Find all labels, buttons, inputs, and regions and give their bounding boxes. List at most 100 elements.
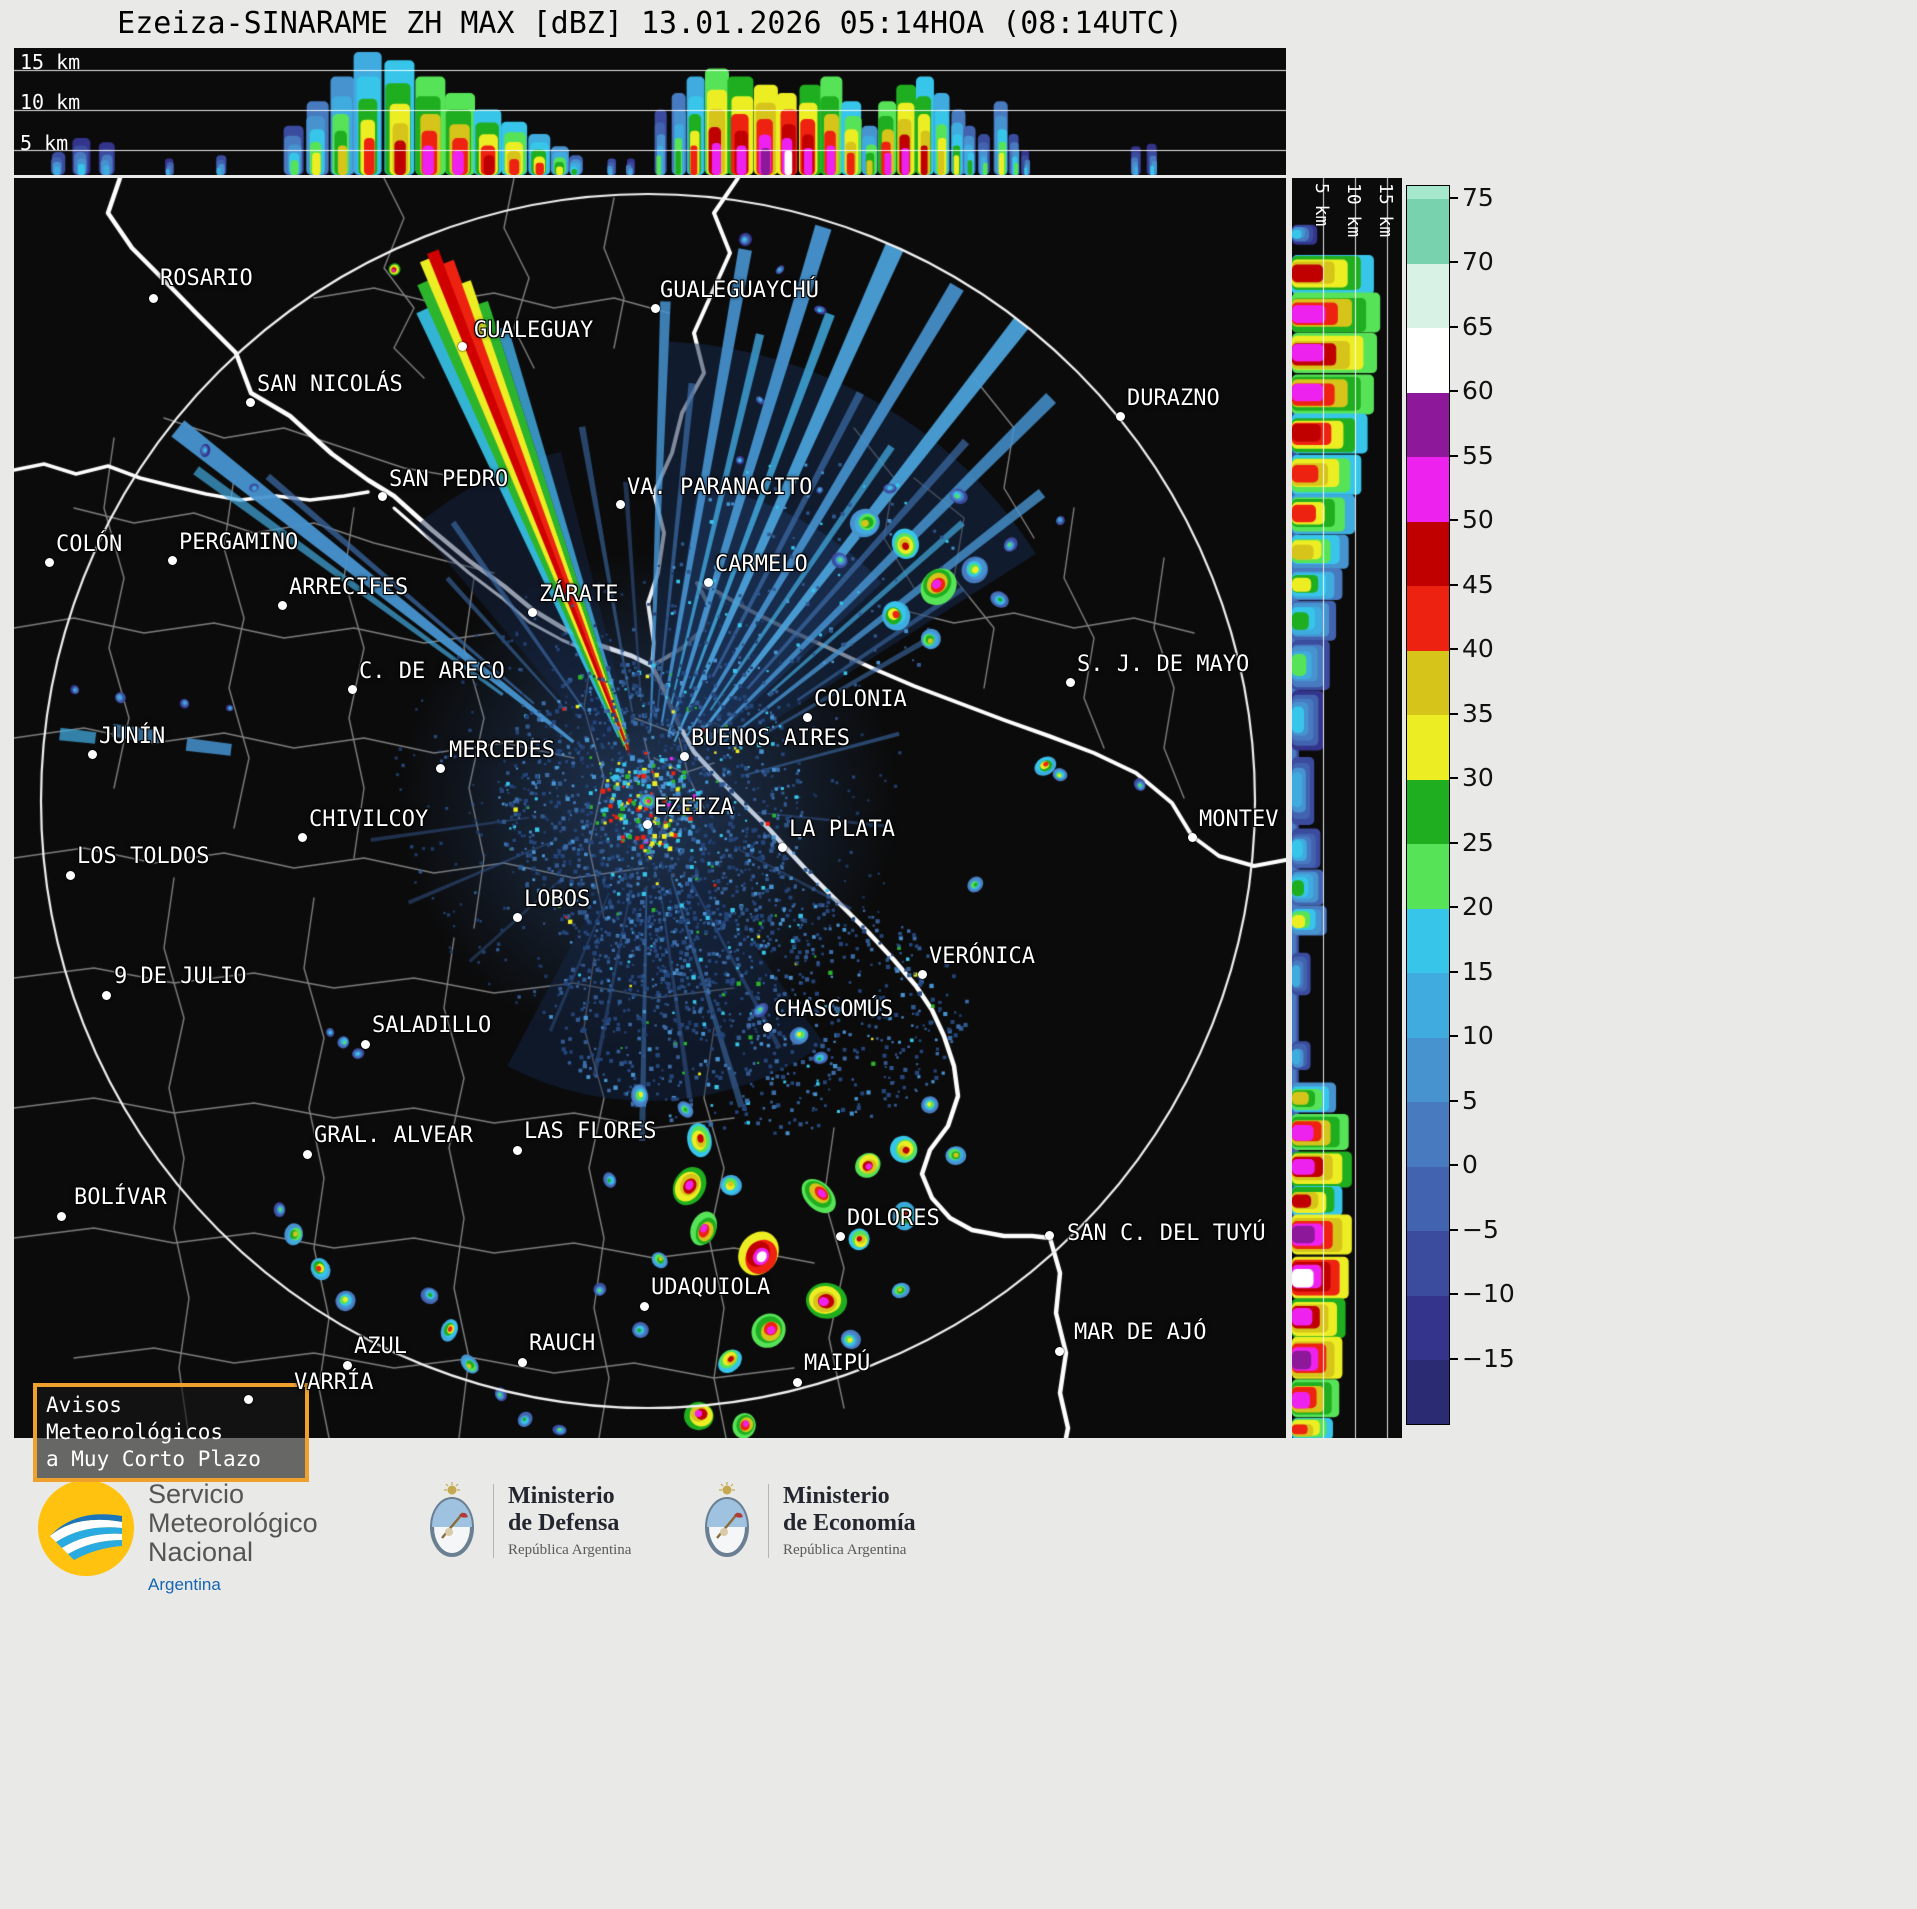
city-dot-carmelo [703, 577, 713, 587]
right-cross-section-panel [1292, 178, 1402, 1438]
city-dot-la-plata [777, 842, 787, 852]
colorbar-segment [1407, 198, 1449, 264]
city-label-col-n: COLÓN [56, 532, 123, 557]
city-dot-azul [342, 1360, 352, 1370]
city-dot-montev [1187, 832, 1197, 842]
city-dot-buenos-aires [679, 751, 689, 761]
city-dot-pergamino [167, 555, 177, 565]
city-label-maip-: MAIPÚ [804, 1351, 871, 1376]
city-label-9-de-julio: 9 DE JULIO [114, 964, 247, 989]
colorbar-segment [1407, 521, 1449, 587]
colorbar-segment [1407, 779, 1449, 845]
altitude-label-10km: 10 km [20, 90, 81, 114]
city-dot-9-de-julio [101, 990, 111, 1000]
colorbar-segment [1407, 1037, 1449, 1103]
city-label-mercedes: MERCEDES [449, 738, 555, 763]
city-label-udaquiola: UDAQUIOLA [651, 1275, 771, 1300]
colorbar-segment [1407, 1101, 1449, 1167]
colorbar-tick-label: 60 [1462, 376, 1494, 406]
colorbar-tick [1450, 777, 1458, 780]
colorbar-segment [1407, 650, 1449, 716]
city-label-bol-var: BOLÍVAR [74, 1185, 167, 1210]
colorbar-tick [1450, 648, 1458, 651]
right-profile-alt-label: 15 km [1375, 183, 1396, 238]
colorbar-tick [1450, 1035, 1458, 1038]
colorbar-tick [1450, 1228, 1458, 1231]
colorbar-tick [1450, 261, 1458, 264]
city-label-z-rate: ZÁRATE [539, 582, 619, 607]
colorbar-segment [1407, 714, 1449, 780]
city-dot-mar-de-aj- [1054, 1346, 1064, 1356]
city-label-durazno: DURAZNO [1127, 386, 1220, 411]
city-label-rauch: RAUCH [529, 1331, 596, 1356]
colorbar-tick [1450, 1099, 1458, 1102]
coat-of-arms-icon [430, 1482, 474, 1557]
city-label-montev: MONTEV [1199, 807, 1279, 832]
city-dot-jun-n [87, 749, 97, 759]
city-dot-san-pedro [377, 491, 387, 501]
colorbar-tick-label: 55 [1462, 440, 1494, 470]
city-label-saladillo: SALADILLO [372, 1013, 492, 1038]
colorbar-tick [1450, 906, 1458, 909]
economia-sub: República Argentina [783, 1542, 907, 1558]
city-label-s-j-de-mayo: S. J. DE MAYO [1077, 652, 1250, 677]
colorbar-segment [1407, 843, 1449, 909]
top-cross-section-canvas [14, 48, 1286, 175]
colorbar-segment [1407, 1295, 1449, 1361]
city-label-san-c-del-tuy-: SAN C. DEL TUYÚ [1067, 1221, 1266, 1246]
figure-title: Ezeiza-SINARAME ZH MAX [dBZ] 13.01.2026 … [117, 6, 1183, 41]
colorbar-segment [1407, 1166, 1449, 1232]
divider [768, 1484, 769, 1558]
colorbar-tick [1450, 454, 1458, 457]
city-dot-dolores [835, 1231, 845, 1241]
colorbar-tick-label: 25 [1462, 827, 1494, 857]
colorbar-tick [1450, 970, 1458, 973]
colorbar-tick [1450, 1357, 1458, 1360]
colorbar-tick [1450, 390, 1458, 393]
city-dot-varr-a [243, 1394, 253, 1404]
right-profile-alt-label: 10 km [1343, 183, 1364, 238]
colorbar-tick-label: 35 [1462, 698, 1494, 728]
city-dot-gral-alvear [302, 1149, 312, 1159]
colorbar [1406, 185, 1450, 1425]
city-label-rosario: ROSARIO [160, 266, 253, 291]
smn-line-2: Meteorológico [148, 1508, 318, 1538]
coat-of-arms-icon [705, 1482, 749, 1557]
footer: Servicio Meteorológico Nacional Argentin… [0, 1460, 1917, 1620]
city-label-mar-de-aj-: MAR DE AJÓ [1074, 1320, 1207, 1345]
smn-line-1: Servicio [148, 1479, 245, 1509]
city-dot-gualeguaych- [650, 303, 660, 313]
smn-logo [38, 1480, 134, 1576]
smn-line-3: Nacional [148, 1537, 254, 1567]
economia-title-2: de Economía [783, 1510, 916, 1536]
colorbar-segment [1407, 908, 1449, 974]
city-label-c-de-areco: C. DE ARECO [359, 659, 505, 684]
radar-map-canvas [14, 178, 1286, 1438]
smn-country: Argentina [148, 1575, 221, 1594]
colorbar-tick-label: 75 [1462, 182, 1494, 212]
city-dot-c-de-areco [347, 684, 357, 694]
city-dot-rauch [517, 1357, 527, 1367]
city-label-gualeguay: GUALEGUAY [474, 318, 594, 343]
colorbar-tick [1450, 325, 1458, 328]
right-cross-section-canvas [1292, 178, 1402, 1438]
colorbar-segment [1407, 1359, 1449, 1424]
city-label-chivilcoy: CHIVILCOY [309, 807, 429, 832]
colorbar-tick-label: 5 [1462, 1085, 1478, 1115]
city-dot-saladillo [360, 1039, 370, 1049]
ministry-defensa-block: Ministerio de Defensa República Argentin… [425, 1482, 631, 1560]
radar-map-panel: Avisos Meteorológicos a Muy Corto Plazo … [14, 178, 1286, 1482]
colorbar-tick [1450, 196, 1458, 199]
city-dot-ezeiza [642, 819, 652, 829]
city-label-pergamino: PERGAMINO [179, 530, 299, 555]
colorbar-tick-label: 20 [1462, 892, 1494, 922]
ministry-economia-block: Ministerio de Economía República Argenti… [700, 1482, 916, 1560]
city-label-carmelo: CARMELO [715, 552, 808, 577]
warning-line-2: a Muy Corto Plazo [46, 1447, 261, 1471]
right-profile-alt-label: 5 km [1311, 183, 1332, 227]
city-dot-s-j-de-mayo [1065, 677, 1075, 687]
city-dot-chivilcoy [297, 832, 307, 842]
city-label-chascom-s: CHASCOMÚS [774, 997, 894, 1022]
city-label-azul: AZUL [354, 1334, 407, 1359]
